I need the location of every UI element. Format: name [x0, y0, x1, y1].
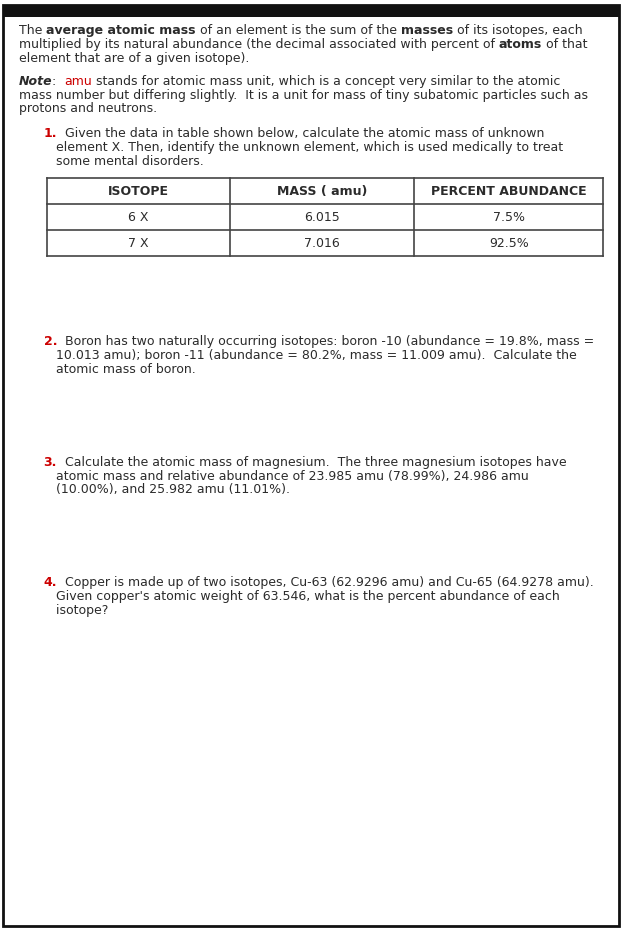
Text: 92.5%: 92.5% — [489, 236, 529, 250]
Text: Given the data in table shown below, calculate the atomic mass of unknown: Given the data in table shown below, cal… — [57, 128, 544, 141]
Text: MASS ( amu): MASS ( amu) — [277, 184, 368, 197]
Text: Given copper's atomic weight of 63.546, what is the percent abundance of each: Given copper's atomic weight of 63.546, … — [44, 590, 559, 603]
Text: atomic mass and relative abundance of 23.985 amu (78.99%), 24.986 amu: atomic mass and relative abundance of 23… — [44, 469, 528, 482]
Text: masses: masses — [401, 24, 453, 37]
Text: mass number but differing slightly.  It is a unit for mass of tiny subatomic par: mass number but differing slightly. It i… — [19, 88, 588, 101]
Text: (10.00%), and 25.982 amu (11.01%).: (10.00%), and 25.982 amu (11.01%). — [44, 483, 289, 496]
Text: isotope?: isotope? — [44, 604, 108, 617]
Text: 10.013 amu); boron -11 (abundance = 80.2%, mass = 11.009 amu).  Calculate the: 10.013 amu); boron -11 (abundance = 80.2… — [44, 349, 577, 362]
Text: ISOTOPE: ISOTOPE — [108, 184, 169, 197]
Text: atoms: atoms — [499, 38, 542, 51]
Text: atomic mass of boron.: atomic mass of boron. — [44, 363, 195, 376]
Text: 6 X: 6 X — [128, 210, 149, 223]
Text: of that: of that — [542, 38, 587, 51]
Text: amu: amu — [65, 74, 92, 88]
Text: :: : — [52, 74, 65, 88]
Text: 6.015: 6.015 — [304, 210, 340, 223]
Text: 2.: 2. — [44, 335, 57, 348]
Text: element that are of a given isotope).: element that are of a given isotope). — [19, 52, 249, 65]
Text: The: The — [19, 24, 46, 37]
Text: some mental disorders.: some mental disorders. — [44, 155, 203, 168]
Text: of its isotopes, each: of its isotopes, each — [453, 24, 582, 37]
Text: protons and neutrons.: protons and neutrons. — [19, 102, 157, 115]
Text: Copper is made up of two isotopes, Cu-63 (62.9296 amu) and Cu-65 (64.9278 amu).: Copper is made up of two isotopes, Cu-63… — [57, 576, 594, 589]
Text: average atomic mass: average atomic mass — [46, 24, 195, 37]
Text: of an element is the sum of the: of an element is the sum of the — [195, 24, 401, 37]
Text: stands for atomic mass unit, which is a concept very similar to the atomic: stands for atomic mass unit, which is a … — [92, 74, 560, 88]
Text: Note: Note — [19, 74, 52, 88]
Text: PERCENT ABUNDANCE: PERCENT ABUNDANCE — [431, 184, 587, 197]
Text: Boron has two naturally occurring isotopes: boron -10 (abundance = 19.8%, mass =: Boron has two naturally occurring isotop… — [57, 335, 594, 348]
Text: 7 X: 7 X — [128, 236, 149, 250]
Text: 7.5%: 7.5% — [493, 210, 525, 223]
Text: Calculate the atomic mass of magnesium.  The three magnesium isotopes have: Calculate the atomic mass of magnesium. … — [57, 456, 567, 469]
Text: 4.: 4. — [44, 576, 57, 589]
Text: 3.: 3. — [44, 456, 57, 469]
Text: element X. Then, identify the unknown element, which is used medically to treat: element X. Then, identify the unknown el… — [44, 142, 563, 155]
Text: 7.016: 7.016 — [304, 236, 340, 250]
Text: multiplied by its natural abundance (the decimal associated with percent of: multiplied by its natural abundance (the… — [19, 38, 499, 51]
Text: 1.: 1. — [44, 128, 57, 141]
